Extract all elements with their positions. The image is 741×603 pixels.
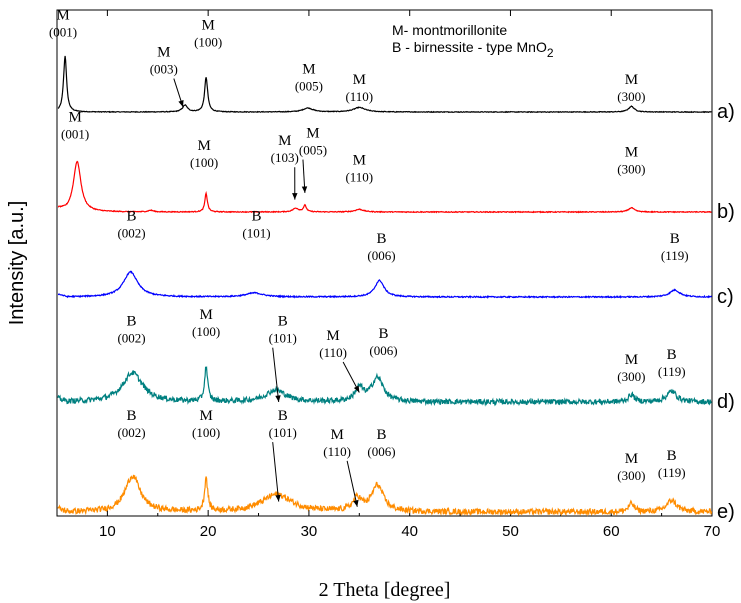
series-line-3 bbox=[58, 270, 713, 300]
peak-letter: M bbox=[625, 145, 638, 161]
peak-hkl: (119) bbox=[658, 364, 686, 379]
peak-letter: M bbox=[199, 408, 212, 424]
peak-hkl: (300) bbox=[617, 468, 645, 483]
peak-hkl: (100) bbox=[194, 34, 222, 49]
plot-frame bbox=[56, 9, 713, 517]
peak-hkl: (119) bbox=[661, 248, 689, 263]
peak-letter: B bbox=[667, 347, 677, 363]
peak-letter: B bbox=[278, 314, 288, 330]
peak-hkl: (001) bbox=[49, 24, 77, 39]
peak-arrowhead bbox=[292, 193, 298, 200]
peak-hkl: (002) bbox=[117, 425, 145, 440]
x-tick-label: 20 bbox=[200, 523, 217, 540]
peak-letter: M bbox=[625, 72, 638, 88]
peak-arrow bbox=[346, 460, 358, 507]
legend-line-montmorillonite: M- montmorillonite bbox=[392, 22, 507, 38]
peak-hkl: (100) bbox=[192, 425, 220, 440]
series-label: b) bbox=[717, 201, 735, 223]
series-label: a) bbox=[717, 101, 735, 123]
peak-hkl: (110) bbox=[323, 444, 351, 459]
x-tick-label: 30 bbox=[301, 523, 318, 540]
peak-hkl: (101) bbox=[269, 425, 297, 440]
peak-hkl: (110) bbox=[319, 345, 347, 360]
x-tick-label: 10 bbox=[99, 523, 116, 540]
peak-arrowhead bbox=[275, 494, 281, 502]
peak-arrow bbox=[272, 347, 280, 403]
peak-letter: M bbox=[68, 109, 81, 125]
peak-letter: B bbox=[252, 209, 262, 225]
peak-arrowhead bbox=[353, 385, 360, 393]
peak-hkl: (300) bbox=[617, 89, 645, 104]
peak-letter: B bbox=[127, 209, 137, 225]
peak-letter: M bbox=[157, 45, 170, 61]
peak-hkl: (300) bbox=[617, 162, 645, 177]
peak-hkl: (006) bbox=[367, 248, 395, 263]
peak-letter: M bbox=[625, 451, 638, 467]
x-tick-label: 70 bbox=[704, 523, 721, 540]
peak-letter: M bbox=[199, 307, 212, 323]
series-line-2 bbox=[57, 160, 712, 214]
peak-hkl: (006) bbox=[367, 444, 395, 459]
x-tick-label: 40 bbox=[401, 523, 418, 540]
x-axis-label: 2 Theta [degree] bbox=[319, 579, 451, 601]
series-label: e) bbox=[717, 501, 735, 523]
series-label: d) bbox=[717, 391, 735, 413]
peak-letter: B bbox=[378, 326, 388, 342]
annotation-layer: M(001)M(003)M(100)M(005) M(110)M(300)M(00… bbox=[49, 7, 689, 507]
series-line-4 bbox=[57, 365, 712, 407]
x-tick-label: 60 bbox=[603, 523, 620, 540]
series-line-5 bbox=[57, 474, 713, 517]
peak-letter: M bbox=[330, 427, 343, 443]
peak-arrowhead bbox=[275, 395, 281, 402]
peak-hkl: (001) bbox=[61, 126, 89, 141]
x-tick-label: 50 bbox=[502, 523, 519, 540]
peak-hkl: (003) bbox=[150, 62, 178, 77]
series-label-layer: a) b) c) d) e) bbox=[717, 101, 735, 523]
peak-hkl: (110) bbox=[345, 169, 373, 184]
series-line-1 bbox=[57, 55, 712, 114]
peak-letter: B bbox=[278, 408, 288, 424]
peak-arrowhead bbox=[178, 99, 184, 107]
peak-letter: M bbox=[353, 152, 366, 168]
peak-hkl: (006) bbox=[369, 343, 397, 358]
peak-letter: B bbox=[376, 231, 386, 247]
peak-letter: M bbox=[278, 133, 291, 149]
peak-hkl: (002) bbox=[117, 226, 145, 241]
peak-letter: B bbox=[376, 427, 386, 443]
legend-line-birnessite: B - birnessite - type MnO2 bbox=[392, 39, 554, 60]
y-axis-label: Intensity [a.u.] bbox=[6, 201, 28, 326]
peak-hkl: (300) bbox=[617, 369, 645, 384]
peak-hkl: (119) bbox=[658, 465, 686, 480]
peak-hkl: (100) bbox=[190, 155, 218, 170]
peak-hkl: (110) bbox=[345, 89, 373, 104]
peak-letter: M bbox=[306, 126, 319, 142]
peak-letter: B bbox=[667, 448, 677, 464]
peak-letter: B bbox=[670, 231, 680, 247]
x-axis-ticks: 10 20 30 40 50 60 70 bbox=[99, 10, 720, 540]
peak-arrowhead bbox=[353, 499, 359, 507]
peak-letter: M bbox=[625, 352, 638, 368]
peak-arrow bbox=[272, 442, 280, 502]
peak-hkl: (100) bbox=[192, 324, 220, 339]
peak-letter: M bbox=[197, 138, 210, 154]
peak-letter: B bbox=[127, 314, 137, 330]
peak-hkl: (005) bbox=[299, 143, 327, 158]
peak-hkl: (101) bbox=[269, 331, 297, 346]
peak-letter: M bbox=[302, 62, 315, 78]
peak-letter: M bbox=[201, 17, 214, 33]
peak-letter: M bbox=[56, 7, 69, 23]
peak-hkl: (101) bbox=[242, 226, 270, 241]
peak-letter: M bbox=[353, 72, 366, 88]
series-label: c) bbox=[717, 286, 734, 308]
peak-letter: B bbox=[127, 408, 137, 424]
peak-letter: M bbox=[326, 328, 339, 344]
peak-hkl: (005) bbox=[295, 79, 323, 94]
series-layer bbox=[57, 55, 713, 517]
peak-arrowhead bbox=[301, 186, 308, 193]
peak-hkl: (002) bbox=[117, 331, 145, 346]
peak-hkl: (103) bbox=[271, 150, 299, 165]
